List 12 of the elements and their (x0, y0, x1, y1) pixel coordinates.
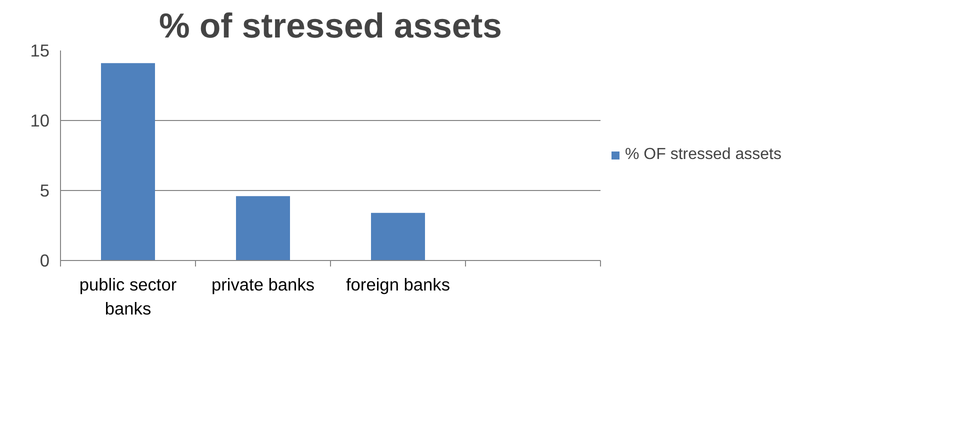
y-tick-label: 10 (30, 110, 50, 130)
legend-label: % OF stressed assets (625, 146, 782, 164)
y-tick-label: 5 (40, 180, 50, 200)
y-tick-label: 15 (30, 40, 50, 60)
x-tick-label: foreign banks (346, 274, 450, 294)
chart-title: % of stressed assets (159, 8, 502, 46)
bar (101, 63, 155, 260)
x-tick-label: private banks (211, 274, 315, 294)
bar (371, 212, 425, 260)
y-tick-label: 0 (40, 250, 50, 270)
x-tick-label: public sector banks (79, 274, 177, 318)
bar (236, 196, 290, 260)
